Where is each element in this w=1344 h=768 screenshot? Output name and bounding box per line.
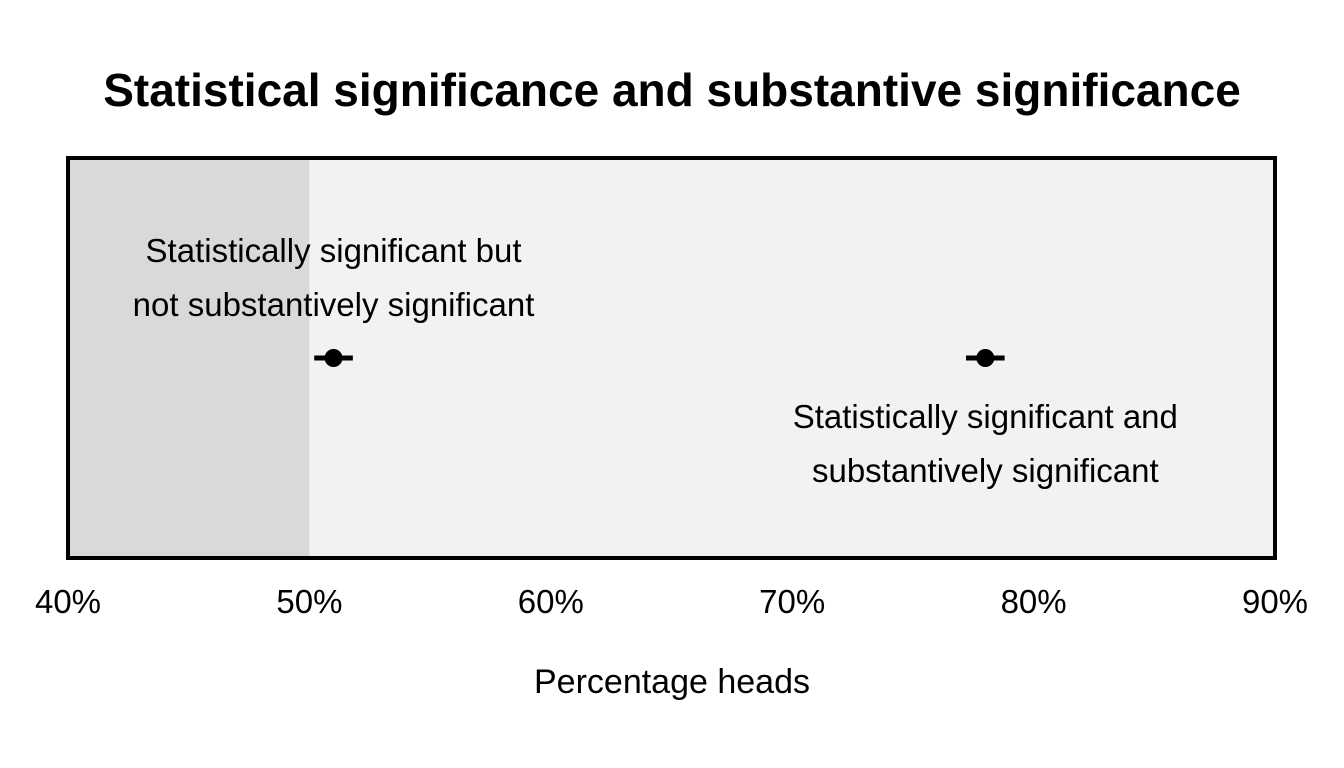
x-tick-label: 80% [1001,583,1067,620]
x-axis-ticks: 40% 50% 60% 70% 80% 90% [35,583,1308,620]
point-annotation-line: Statistically significant but [146,232,522,269]
x-tick-label: 70% [759,583,825,620]
plot-panel-border [66,156,1277,560]
data-point [314,349,353,367]
shaded-region [68,158,310,558]
x-tick-label: 90% [1242,583,1308,620]
x-tick-label: 60% [518,583,584,620]
point-annotation-line: substantively significant [812,452,1159,489]
point-marker [324,349,343,367]
x-tick-label: 40% [35,583,101,620]
point-annotation-line: not substantively significant [133,286,535,323]
x-tick-label: 50% [276,583,342,620]
point-marker [976,349,995,367]
chart-title: Statistical significance and substantive… [103,64,1241,116]
points-layer [314,349,1005,367]
x-axis-label: Percentage heads [534,663,810,701]
annotations-layer: Statistically significant but not substan… [133,232,1178,489]
data-point [966,349,1005,367]
point-annotation-line: Statistically significant and [793,398,1178,435]
